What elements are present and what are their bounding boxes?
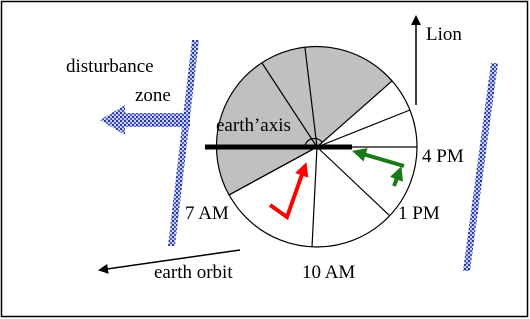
label: zone: [135, 85, 171, 106]
label: Lion: [426, 24, 462, 45]
diagram: Lion disturbance zone earth’axis 4 PM 7 …: [0, 0, 530, 319]
label: disturbance: [66, 56, 154, 77]
label: 7 AM: [185, 203, 229, 224]
label: 4 PM: [422, 146, 464, 167]
label: 10 AM: [302, 262, 355, 283]
label: earth’axis: [216, 115, 291, 136]
label: earth orbit: [154, 262, 233, 283]
label: 1 PM: [398, 203, 440, 224]
